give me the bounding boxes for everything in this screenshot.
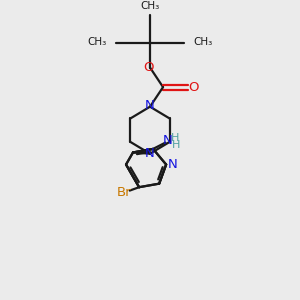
Text: Br: Br: [117, 186, 132, 199]
Text: N: N: [145, 99, 155, 112]
Text: CH₃: CH₃: [140, 2, 160, 11]
Text: H: H: [170, 133, 179, 143]
Text: O: O: [188, 81, 199, 94]
Text: N: N: [145, 147, 155, 160]
Text: CH₃: CH₃: [88, 37, 107, 47]
Text: N: N: [163, 134, 172, 147]
Text: N: N: [168, 158, 178, 171]
Text: H: H: [172, 140, 181, 150]
Text: O: O: [143, 61, 154, 74]
Text: CH₃: CH₃: [193, 37, 212, 47]
